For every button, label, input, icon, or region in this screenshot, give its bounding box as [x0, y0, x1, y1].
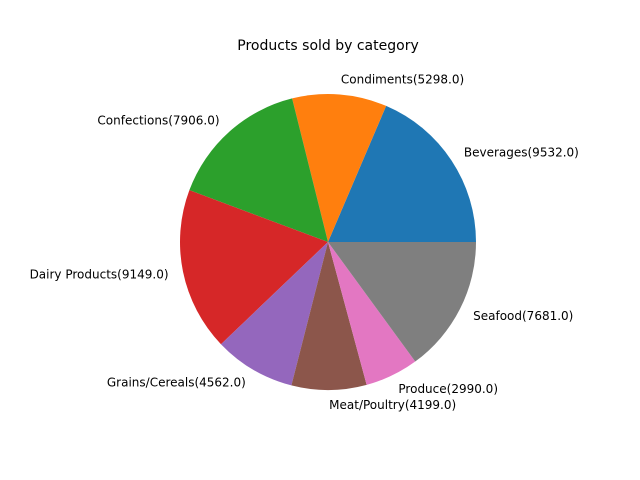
pie-label-condiments: Condiments(5298.0): [341, 73, 464, 87]
pie-slice-meat-poultry: [291, 242, 367, 390]
pie-label-confections: Confections(7906.0): [97, 114, 219, 128]
pie-slice-confections: [189, 98, 328, 242]
pie-slice-grains-cereals: [220, 242, 328, 386]
pie-slices: [179, 94, 476, 390]
pie-slice-produce: [328, 242, 416, 385]
pie-label-dairy-products: Dairy Products(9149.0): [30, 268, 169, 282]
pie-slice-seafood: [328, 242, 476, 362]
pie-slice-condiments: [292, 94, 387, 242]
pie-label-produce: Produce(2990.0): [398, 382, 498, 396]
pie-slice-beverages: [328, 105, 476, 243]
pie-label-meat-poultry: Meat/Poultry(4199.0): [329, 398, 456, 412]
chart-title: Products sold by category: [237, 38, 418, 54]
pie-slice-dairy-products: [179, 190, 328, 345]
pie-label-beverages: Beverages(9532.0): [464, 145, 579, 159]
pie-label-seafood: Seafood(7681.0): [473, 309, 573, 323]
pie-labels: Beverages(9532.0) Condiments(5298.0) Confe…: [30, 73, 579, 412]
pie-label-grains-cereals: Grains/Cereals(4562.0): [107, 376, 246, 390]
